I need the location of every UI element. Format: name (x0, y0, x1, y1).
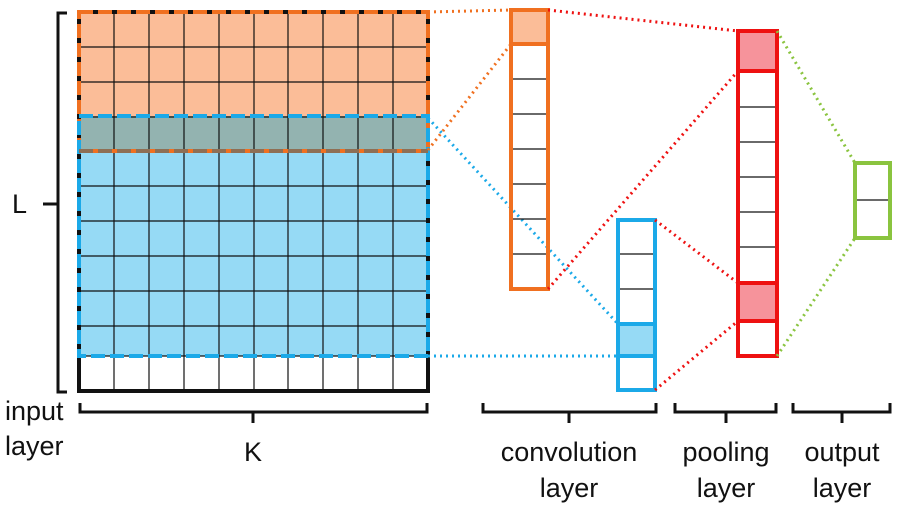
conv-to-pool-connectors (546, 8, 740, 392)
conv-bracket (481, 403, 658, 423)
k-label: K (244, 437, 262, 467)
output-bracket (791, 403, 892, 423)
conv-column-orange (509, 8, 550, 291)
pool-layer-label-line2: layer (697, 473, 756, 503)
pool-to-output-connectors (775, 30, 857, 357)
l-label: L (12, 189, 27, 219)
blue-filter-window (77, 114, 430, 358)
orange-filter-window (77, 10, 430, 153)
output-layer (853, 161, 892, 240)
pool-bracket (673, 403, 778, 423)
conv-layer-label-line2: layer (540, 473, 599, 503)
input-layer-label-line1: input (5, 396, 64, 426)
l-bracket (43, 11, 67, 394)
pool-layer-label-line1: pooling (682, 437, 769, 467)
pooling-layer (736, 29, 779, 358)
bottom-brackets (78, 403, 892, 423)
conv-column-blue (616, 218, 657, 392)
conv-layer-label-line1: convolution (501, 437, 638, 467)
output-layer-label-line2: layer (813, 473, 872, 503)
input-layer-label-line2: layer (5, 431, 64, 461)
convolution-layer (509, 8, 657, 392)
input-layer (77, 10, 430, 393)
input-to-conv-connectors (426, 8, 620, 358)
k-bracket (78, 403, 429, 423)
output-layer-label-line1: output (804, 437, 880, 467)
